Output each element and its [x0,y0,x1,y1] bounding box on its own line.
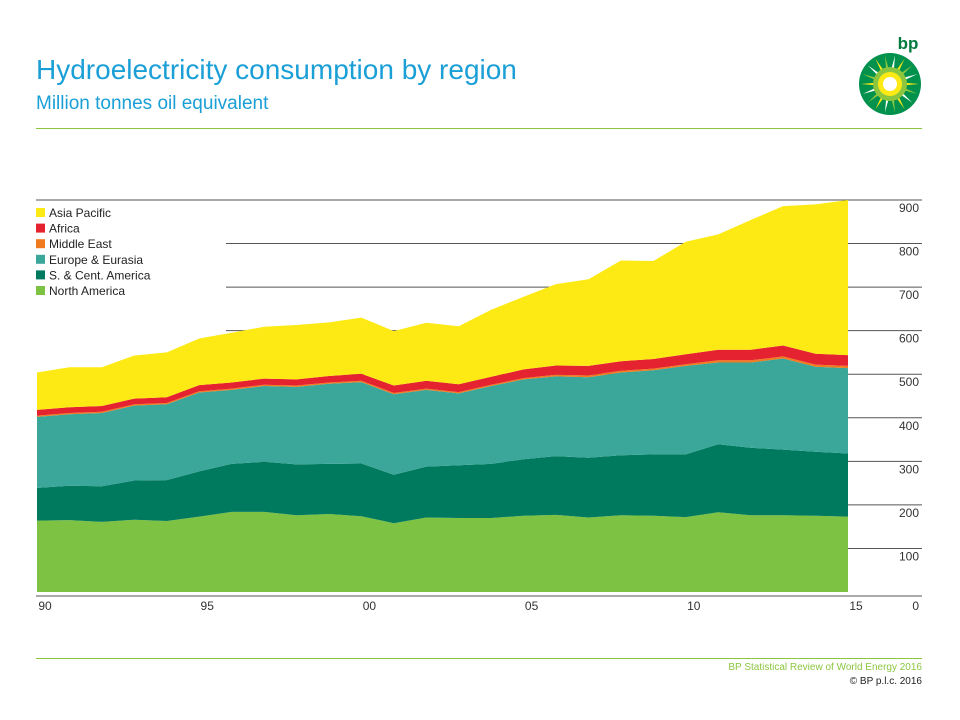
y-tick-label: 900 [899,201,919,215]
y-tick-label: 500 [899,375,919,389]
legend-swatch [36,223,45,233]
x-tick-label: 00 [363,599,377,613]
y-tick-label: 800 [899,245,919,259]
area-africa [37,345,848,416]
legend-swatch [36,270,45,280]
series-areas [37,200,848,592]
legend-label: S. & Cent. America [49,268,151,282]
y-tick-labels: 0 100 200 300 400 500 600 700 800 900 [899,201,919,613]
bp-logo: bp [858,34,924,118]
x-tick-label: 15 [849,599,863,613]
y-tick-label: 100 [899,549,919,563]
x-tick-labels: 90 95 00 05 10 15 [38,599,863,613]
y-tick-label: 200 [899,506,919,520]
footer-source: BP Statistical Review of World Energy 20… [728,662,922,673]
x-tick-label: 05 [525,599,539,613]
footer-divider [36,658,922,659]
y-tick-label: 400 [899,419,919,433]
y-tick-label: 700 [899,288,919,302]
page-subtitle: Million tonnes oil equivalent [36,93,269,114]
legend-swatch [36,208,45,217]
y-tick-label: 300 [899,462,919,476]
x-tick-label: 90 [38,599,52,613]
legend-swatch [36,286,45,295]
bp-logo-text: bp [898,34,919,53]
legend-swatch [36,239,45,249]
legend-label: Middle East [49,237,112,251]
footer-copyright: © BP p.l.c. 2016 [849,676,922,687]
legend-label: Asia Pacific [49,206,111,220]
header-divider [36,128,922,129]
y-tick-label: 0 [912,599,919,613]
bp-helios-icon: bp [859,34,921,115]
legend-label: North America [49,284,125,298]
area-north-america [37,511,848,592]
y-tick-label: 600 [899,332,919,346]
area-europe-eurasia [37,358,848,488]
x-tick-label: 95 [201,599,215,613]
legend-swatch [36,254,45,264]
legend-label: Europe & Eurasia [49,253,143,267]
page-title: Hydroelectricity consumption by region [36,54,517,85]
area-s-cent-america [37,444,848,524]
legend-label: Africa [49,222,80,236]
area-asia-pacific [37,200,848,410]
x-tick-label: 10 [687,599,701,613]
